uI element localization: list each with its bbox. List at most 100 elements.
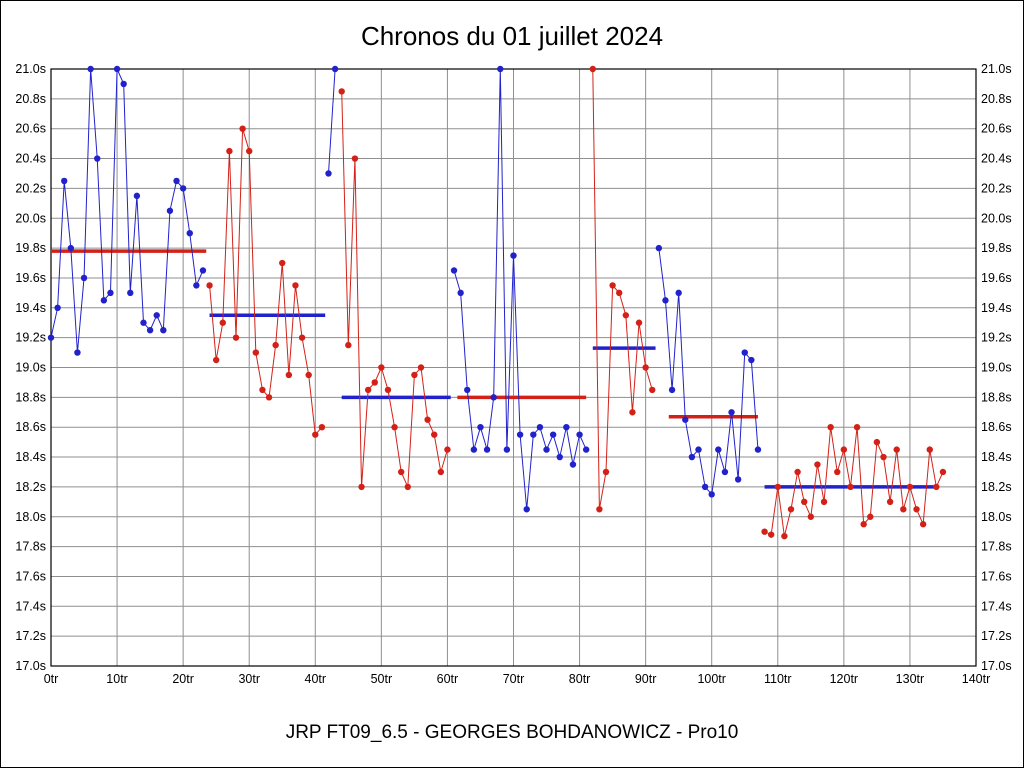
y-tick-label-left: 20.0s bbox=[15, 211, 46, 225]
y-tick-label-left: 20.2s bbox=[15, 181, 46, 195]
lap-point-red bbox=[285, 371, 293, 379]
lap-point-blue bbox=[563, 424, 570, 431]
lap-point-red bbox=[397, 468, 405, 476]
lap-point-red bbox=[827, 424, 834, 431]
lap-point-blue bbox=[464, 386, 471, 394]
lap-point-red bbox=[906, 483, 914, 491]
lap-point-blue bbox=[113, 65, 121, 73]
lap-point-red bbox=[404, 483, 411, 491]
lap-point-red bbox=[926, 446, 933, 453]
lap-point-blue bbox=[490, 394, 497, 401]
y-tick-label-left: 17.4s bbox=[15, 599, 46, 613]
lap-point-red bbox=[616, 289, 623, 297]
x-tick-label: 90tr bbox=[635, 672, 657, 686]
lap-point-red bbox=[834, 468, 841, 476]
y-tick-label-left: 19.4s bbox=[15, 301, 46, 315]
lap-point-blue bbox=[510, 252, 517, 259]
lap-point-red bbox=[919, 521, 927, 528]
y-tick-label-left: 17.8s bbox=[15, 540, 46, 554]
lap-point-red bbox=[318, 424, 326, 431]
lap-point-blue bbox=[543, 446, 550, 453]
lap-point-red bbox=[873, 438, 881, 446]
lap-point-blue bbox=[477, 424, 484, 431]
x-tick-label: 60tr bbox=[437, 672, 459, 686]
chart-title: Chronos du 01 juillet 2024 bbox=[360, 21, 664, 51]
y-tick-label-right: 20.0s bbox=[981, 211, 1012, 225]
lap-point-red bbox=[298, 334, 306, 341]
lap-point-blue bbox=[331, 65, 339, 73]
lap-time-line-red bbox=[764, 427, 944, 537]
lap-point-red bbox=[900, 506, 907, 513]
lap-point-blue bbox=[120, 80, 127, 88]
lap-point-red bbox=[338, 88, 345, 95]
lap-time-line-blue bbox=[328, 68, 336, 174]
lap-point-blue bbox=[701, 483, 709, 491]
lap-point-red bbox=[853, 424, 861, 431]
lap-point-blue bbox=[166, 207, 174, 214]
y-tick-label-right: 18.4s bbox=[981, 450, 1012, 464]
lap-point-red bbox=[212, 356, 220, 364]
lap-point-red bbox=[774, 483, 781, 491]
x-tick-label: 10tr bbox=[106, 672, 128, 686]
lap-point-red bbox=[239, 125, 246, 132]
lap-point-blue bbox=[715, 446, 722, 453]
lap-time-line-red bbox=[592, 68, 653, 510]
lap-point-red bbox=[913, 506, 920, 513]
lap-point-blue bbox=[193, 282, 200, 289]
lap-point-red bbox=[596, 506, 603, 513]
lap-point-blue bbox=[153, 312, 160, 319]
lap-point-red bbox=[391, 424, 398, 431]
y-tick-label-left: 21.0s bbox=[15, 62, 46, 76]
x-tick-label: 30tr bbox=[238, 672, 260, 686]
lap-point-red bbox=[781, 532, 788, 540]
x-tick-label: 20tr bbox=[172, 672, 194, 686]
x-tick-label: 130tr bbox=[896, 672, 925, 686]
lap-point-blue bbox=[47, 334, 55, 341]
lap-point-blue bbox=[146, 326, 154, 334]
lap-point-blue bbox=[107, 289, 114, 297]
lap-point-blue bbox=[734, 476, 742, 483]
x-tick-label: 140tr bbox=[962, 672, 991, 686]
lap-point-red bbox=[814, 461, 821, 468]
lap-point-red bbox=[761, 528, 768, 535]
y-tick-label-left: 20.8s bbox=[15, 92, 46, 106]
lap-point-red bbox=[787, 506, 795, 513]
lap-point-blue bbox=[186, 229, 193, 237]
lap-point-blue bbox=[140, 319, 147, 326]
lap-point-red bbox=[378, 364, 385, 371]
y-tick-label-left: 17.0s bbox=[15, 659, 46, 673]
lap-point-blue bbox=[754, 446, 762, 453]
lap-point-blue bbox=[179, 185, 187, 192]
lap-point-blue bbox=[516, 431, 524, 438]
lap-point-red bbox=[860, 521, 867, 528]
lap-point-red bbox=[939, 468, 947, 476]
y-tick-label-right: 20.2s bbox=[981, 181, 1012, 195]
y-tick-label-right: 18.0s bbox=[981, 510, 1012, 524]
lap-point-blue bbox=[127, 289, 134, 297]
lap-point-red bbox=[867, 513, 874, 520]
lap-point-red bbox=[880, 453, 887, 461]
y-tick-label-right: 18.6s bbox=[981, 420, 1012, 434]
y-tick-label-right: 18.8s bbox=[981, 390, 1012, 404]
y-tick-label-left: 19.6s bbox=[15, 271, 46, 285]
lap-point-red bbox=[444, 446, 451, 453]
lap-point-red bbox=[807, 513, 815, 520]
y-tick-label-right: 19.0s bbox=[981, 361, 1012, 375]
footer-label: JRP FT09_6.5 - GEORGES BOHDANOWICZ - Pro… bbox=[285, 722, 739, 743]
lap-point-blue bbox=[662, 297, 669, 304]
lap-point-blue bbox=[695, 446, 702, 453]
lap-point-red bbox=[265, 394, 273, 401]
y-tick-label-right: 21.0s bbox=[981, 62, 1012, 76]
lap-point-blue bbox=[668, 386, 676, 394]
y-tick-label-right: 17.0s bbox=[981, 659, 1012, 673]
y-tick-label-left: 20.6s bbox=[15, 122, 46, 136]
lap-point-red bbox=[622, 312, 630, 319]
x-tick-label: 100tr bbox=[697, 672, 726, 686]
lap-point-blue bbox=[675, 289, 682, 297]
lap-point-red bbox=[820, 498, 828, 506]
lap-point-blue bbox=[497, 65, 504, 73]
lap-point-red bbox=[801, 498, 808, 506]
lap-point-red bbox=[312, 431, 319, 438]
